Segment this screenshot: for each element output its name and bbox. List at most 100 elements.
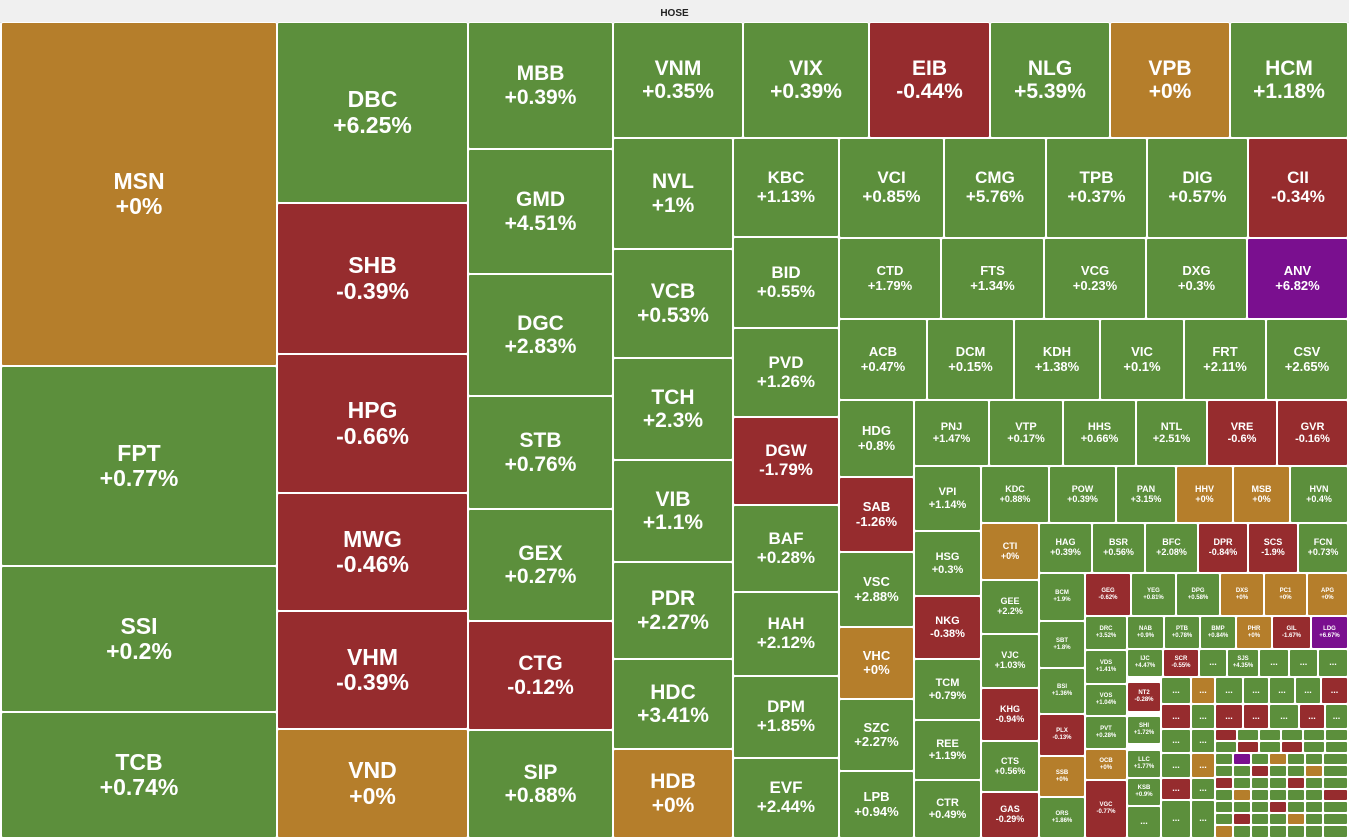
stock-tile-small[interactable] bbox=[1251, 753, 1269, 765]
stock-tile-baf[interactable]: BAF +0.28% bbox=[733, 505, 839, 592]
stock-tile-fcn[interactable]: FCN +0.73% bbox=[1298, 523, 1348, 573]
stock-tile-dig[interactable]: DIG +0.57% bbox=[1147, 138, 1248, 238]
stock-tile-small[interactable] bbox=[1215, 741, 1237, 753]
stock-tile-ctd[interactable]: CTD +1.79% bbox=[839, 238, 941, 319]
stock-tile-gex[interactable]: GEX +0.27% bbox=[468, 509, 613, 621]
stock-tile-small[interactable] bbox=[1237, 729, 1259, 741]
stock-tile-bcm[interactable]: BCM +1.9% bbox=[1039, 573, 1085, 621]
stock-tile-sip[interactable]: SIP +0.88% bbox=[468, 730, 613, 838]
stock-tile-hdb[interactable]: HDB +0% bbox=[613, 749, 733, 838]
stock-tile-kdc[interactable]: KDC +0.88% bbox=[981, 466, 1049, 523]
stock-tile-drc[interactable]: DRC +3.52% bbox=[1085, 616, 1127, 650]
stock-tile-tch[interactable]: TCH +2.3% bbox=[613, 358, 733, 460]
stock-tile-anv[interactable]: ANV +6.82% bbox=[1247, 238, 1348, 319]
stock-tile-small[interactable] bbox=[1325, 741, 1348, 753]
stock-tile-hdc[interactable]: HDC +3.41% bbox=[613, 659, 733, 749]
stock-tile-cmg[interactable]: CMG +5.76% bbox=[944, 138, 1046, 238]
stock-tile-small[interactable] bbox=[1269, 789, 1287, 801]
stock-tile-small[interactable] bbox=[1269, 753, 1287, 765]
stock-tile-ctr[interactable]: CTR +0.49% bbox=[914, 780, 981, 838]
stock-tile-dpr[interactable]: DPR -0.84% bbox=[1198, 523, 1248, 573]
stock-tile-small[interactable] bbox=[1251, 777, 1269, 789]
stock-tile-szc[interactable]: SZC +2.27% bbox=[839, 699, 914, 771]
stock-tile-small[interactable]: ... bbox=[1259, 649, 1289, 677]
stock-tile-bsr[interactable]: BSR +0.56% bbox=[1092, 523, 1145, 573]
stock-tile-small[interactable]: ... bbox=[1191, 800, 1215, 838]
stock-tile-small[interactable] bbox=[1305, 789, 1323, 801]
stock-tile-small[interactable] bbox=[1233, 813, 1251, 825]
stock-tile-small[interactable] bbox=[1233, 825, 1251, 838]
stock-tile-sbt[interactable]: SBT +1.8% bbox=[1039, 621, 1085, 668]
stock-tile-small[interactable] bbox=[1259, 741, 1281, 753]
stock-tile-vcb[interactable]: VCB +0.53% bbox=[613, 249, 733, 358]
stock-tile-yeg[interactable]: YEG +0.81% bbox=[1131, 573, 1176, 616]
stock-tile-small[interactable]: ... bbox=[1161, 800, 1191, 838]
stock-tile-dgw[interactable]: DGW -1.79% bbox=[733, 417, 839, 505]
stock-tile-small[interactable] bbox=[1251, 825, 1269, 838]
stock-tile-vpi[interactable]: VPI +1.14% bbox=[914, 466, 981, 531]
stock-tile-bfc[interactable]: BFC +2.08% bbox=[1145, 523, 1198, 573]
stock-tile-small[interactable]: ... bbox=[1161, 704, 1191, 729]
stock-tile-dcm[interactable]: DCM +0.15% bbox=[927, 319, 1014, 400]
stock-tile-mwg[interactable]: MWG -0.46% bbox=[277, 493, 468, 611]
stock-tile-sab[interactable]: SAB -1.26% bbox=[839, 477, 914, 552]
stock-tile-scs[interactable]: SCS -1.9% bbox=[1248, 523, 1298, 573]
stock-tile-hsg[interactable]: HSG +0.3% bbox=[914, 531, 981, 596]
stock-tile-vnd[interactable]: VND +0% bbox=[277, 729, 468, 838]
stock-tile-small[interactable] bbox=[1215, 801, 1233, 813]
stock-tile-small[interactable] bbox=[1251, 801, 1269, 813]
stock-tile-tpb[interactable]: TPB +0.37% bbox=[1046, 138, 1147, 238]
stock-tile-cii[interactable]: CII -0.34% bbox=[1248, 138, 1348, 238]
stock-tile-small[interactable]: ... bbox=[1161, 729, 1191, 753]
stock-tile-small[interactable] bbox=[1323, 789, 1348, 801]
stock-tile-nlg[interactable]: NLG +5.39% bbox=[990, 22, 1110, 138]
stock-tile-gmd[interactable]: GMD +4.51% bbox=[468, 149, 613, 274]
stock-tile-dpg[interactable]: DPG +0.58% bbox=[1176, 573, 1220, 616]
stock-tile-small[interactable] bbox=[1215, 813, 1233, 825]
stock-tile-evf[interactable]: EVF +2.44% bbox=[733, 758, 839, 838]
stock-tile-small[interactable] bbox=[1269, 813, 1287, 825]
stock-tile-pan[interactable]: PAN +3.15% bbox=[1116, 466, 1176, 523]
stock-tile-kbc[interactable]: KBC +1.13% bbox=[733, 138, 839, 237]
stock-tile-scr[interactable]: SCR -0.55% bbox=[1163, 649, 1199, 677]
stock-tile-small[interactable]: ... bbox=[1299, 704, 1325, 729]
stock-tile-tcm[interactable]: TCM +0.79% bbox=[914, 659, 981, 720]
stock-tile-gas[interactable]: GAS -0.29% bbox=[981, 792, 1039, 838]
stock-tile-eib[interactable]: EIB -0.44% bbox=[869, 22, 990, 138]
stock-tile-gil[interactable]: GIL -1.67% bbox=[1272, 616, 1311, 649]
stock-tile-hvn[interactable]: HVN +0.4% bbox=[1290, 466, 1348, 523]
stock-tile-small[interactable] bbox=[1305, 813, 1323, 825]
stock-tile-small[interactable] bbox=[1305, 753, 1323, 765]
stock-tile-small[interactable] bbox=[1269, 801, 1287, 813]
stock-tile-small[interactable]: ... bbox=[1243, 704, 1269, 729]
stock-tile-acb[interactable]: ACB +0.47% bbox=[839, 319, 927, 400]
stock-tile-vic[interactable]: VIC +0.1% bbox=[1100, 319, 1184, 400]
stock-tile-small[interactable] bbox=[1215, 765, 1233, 777]
stock-tile-bmp[interactable]: BMP +0.84% bbox=[1200, 616, 1236, 649]
stock-tile-kdh[interactable]: KDH +1.38% bbox=[1014, 319, 1100, 400]
stock-tile-hpg[interactable]: HPG -0.66% bbox=[277, 354, 468, 493]
stock-tile-nvl[interactable]: NVL +1% bbox=[613, 138, 733, 249]
stock-tile-fpt[interactable]: FPT +0.77% bbox=[1, 366, 277, 566]
stock-tile-plx[interactable]: PLX -0.13% bbox=[1039, 714, 1085, 756]
stock-tile-small[interactable] bbox=[1281, 729, 1303, 741]
stock-tile-small[interactable] bbox=[1259, 729, 1281, 741]
stock-tile-pnj[interactable]: PNJ +1.47% bbox=[914, 400, 989, 466]
stock-tile-small[interactable] bbox=[1323, 801, 1348, 813]
stock-tile-vix[interactable]: VIX +0.39% bbox=[743, 22, 869, 138]
stock-tile-small[interactable] bbox=[1215, 777, 1233, 789]
stock-tile-small[interactable] bbox=[1287, 813, 1305, 825]
stock-tile-vci[interactable]: VCI +0.85% bbox=[839, 138, 944, 238]
stock-tile-small[interactable]: ... bbox=[1295, 677, 1321, 704]
stock-tile-small[interactable] bbox=[1215, 789, 1233, 801]
stock-tile-small[interactable]: ... bbox=[1243, 677, 1269, 704]
stock-tile-small[interactable]: ... bbox=[1161, 753, 1191, 778]
stock-tile-vhc[interactable]: VHC +0% bbox=[839, 627, 914, 699]
stock-tile-small[interactable]: ... bbox=[1161, 677, 1191, 704]
stock-tile-pdr[interactable]: PDR +2.27% bbox=[613, 562, 733, 659]
stock-tile-vos[interactable]: VOS +1.04% bbox=[1085, 684, 1127, 716]
stock-tile-cts[interactable]: CTS +0.56% bbox=[981, 741, 1039, 792]
stock-tile-small[interactable] bbox=[1303, 741, 1325, 753]
stock-tile-small[interactable]: ... bbox=[1191, 729, 1215, 753]
stock-tile-ree[interactable]: REE +1.19% bbox=[914, 720, 981, 780]
